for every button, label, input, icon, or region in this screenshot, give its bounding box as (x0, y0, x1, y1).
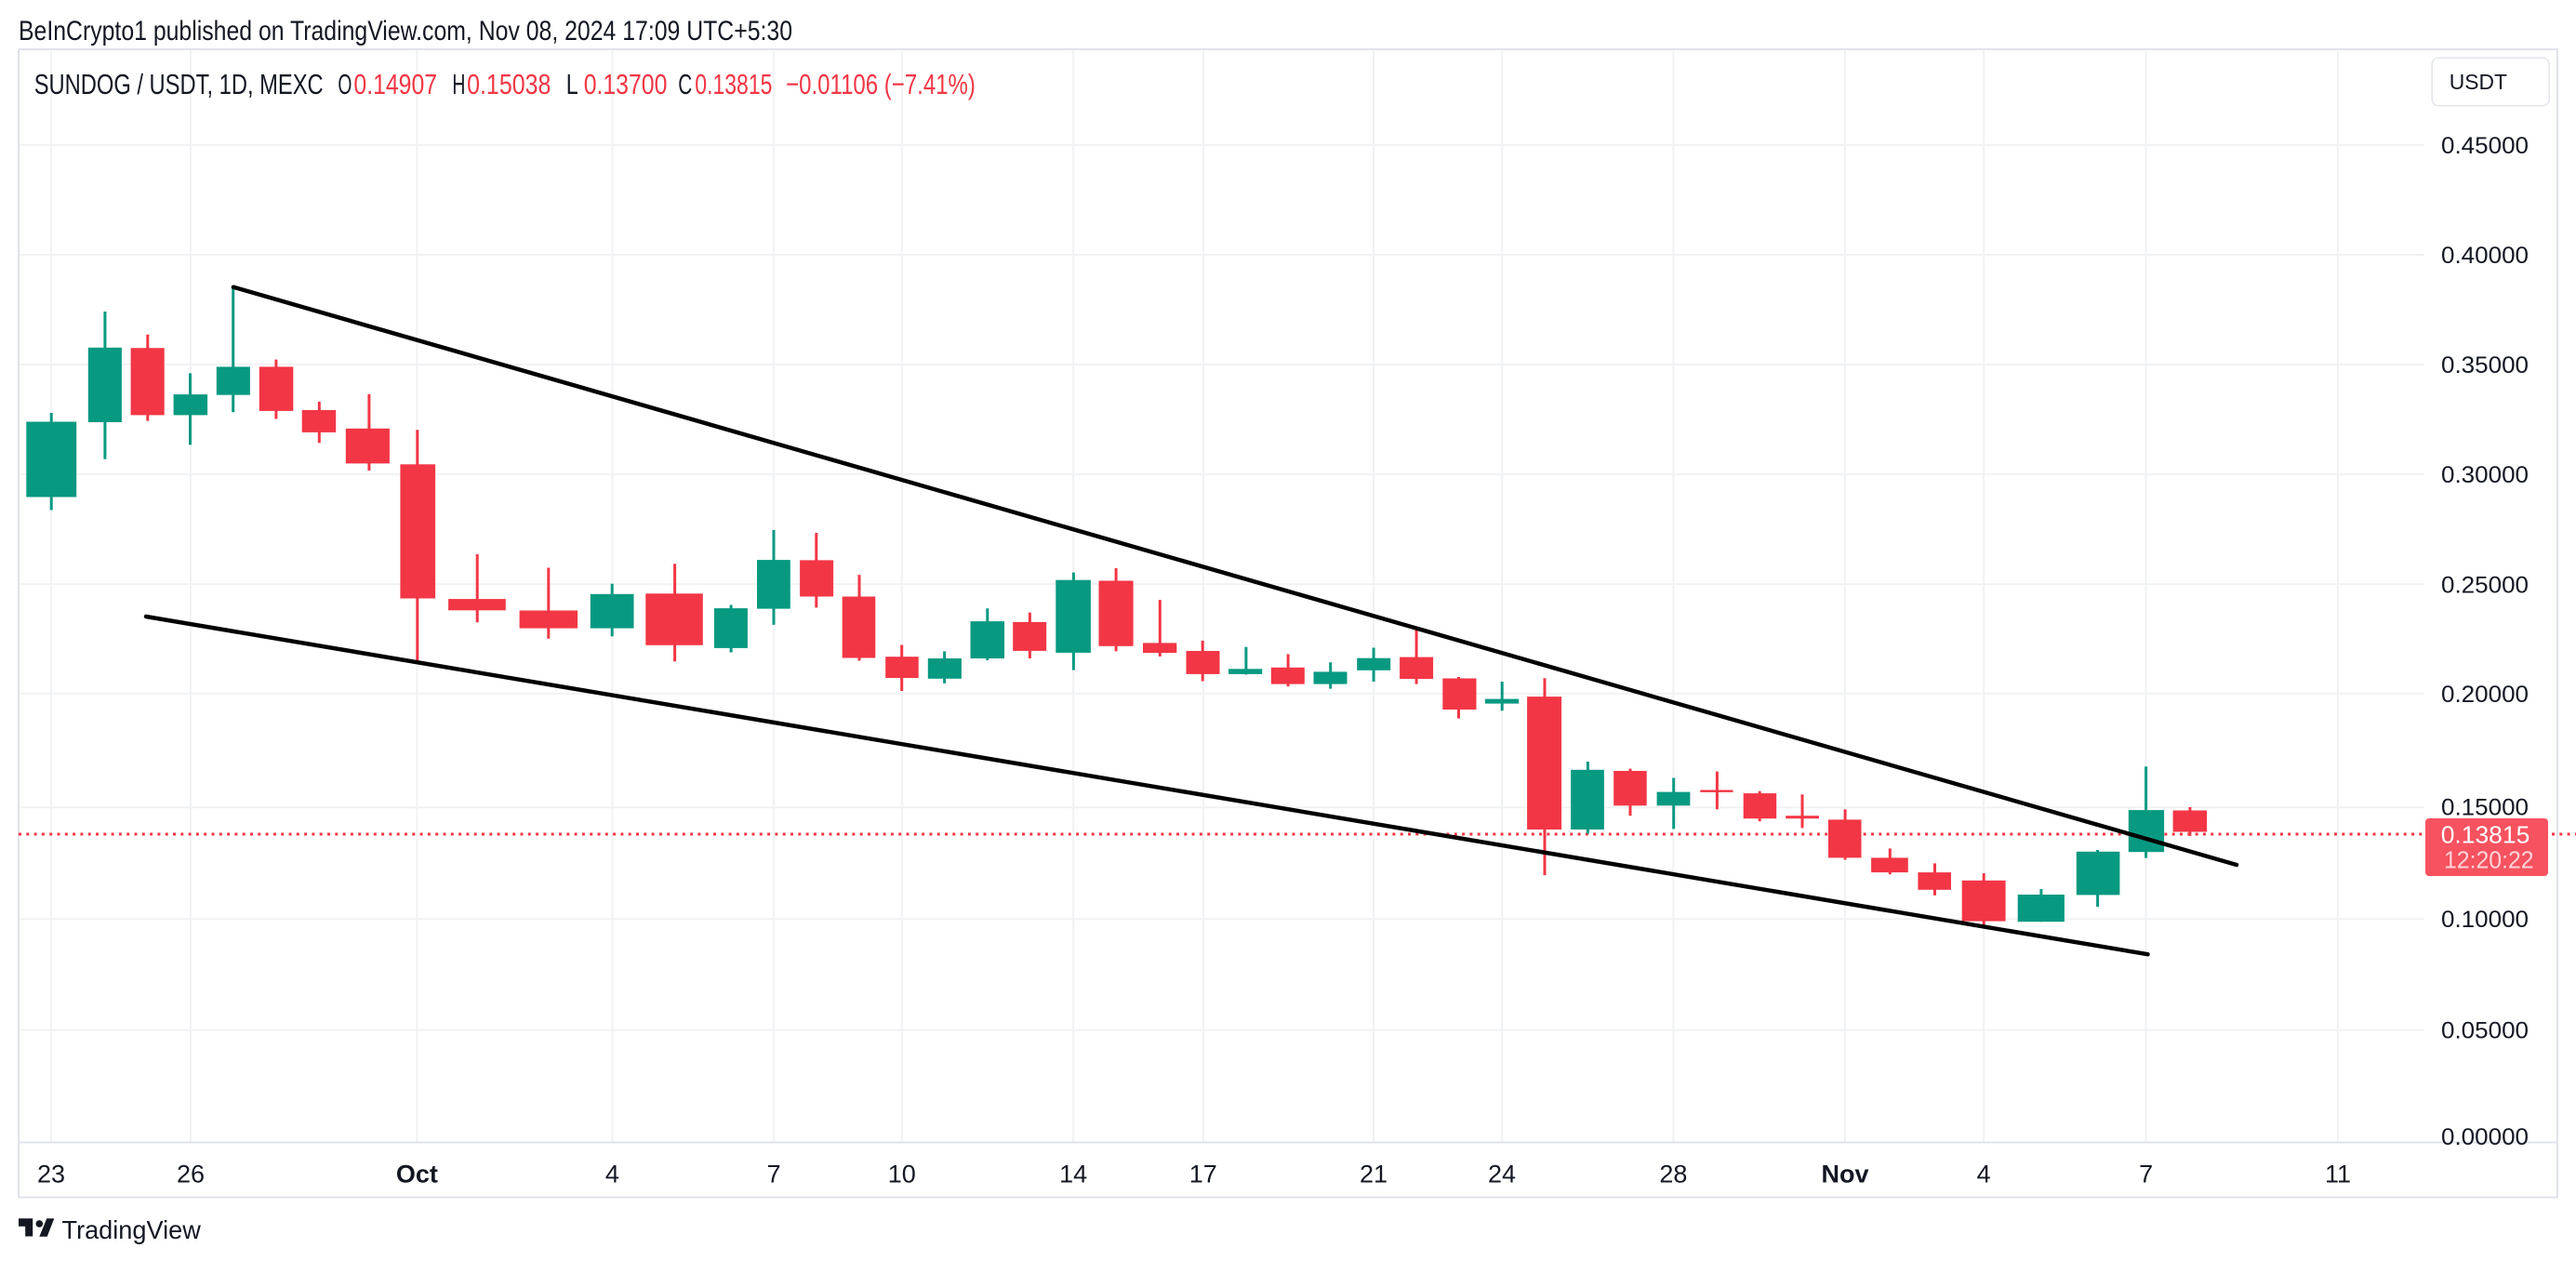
svg-text:28: 28 (1659, 1161, 1687, 1188)
svg-text:0.10000: 0.10000 (2441, 907, 2529, 933)
svg-text:C: C (678, 68, 692, 100)
svg-text:23: 23 (37, 1161, 65, 1188)
svg-text:0.15000: 0.15000 (2441, 795, 2529, 821)
svg-text:USDT: USDT (2450, 70, 2507, 94)
svg-text:24: 24 (1488, 1161, 1516, 1188)
svg-text:SUNDOG / USDT, 1D, MEXC: SUNDOG / USDT, 1D, MEXC (34, 68, 324, 100)
svg-text:TradingView: TradingView (62, 1215, 202, 1244)
svg-text:0.05000: 0.05000 (2441, 1018, 2529, 1044)
svg-text:7: 7 (2139, 1161, 2153, 1188)
svg-text:H: H (452, 68, 465, 100)
svg-text:11: 11 (2325, 1161, 2351, 1188)
svg-text:0.14907: 0.14907 (353, 68, 437, 100)
svg-text:0.30000: 0.30000 (2441, 462, 2529, 488)
svg-text:7: 7 (767, 1161, 781, 1188)
svg-text:14: 14 (1059, 1161, 1087, 1188)
svg-text:BeInCrypto1 published on Tradi: BeInCrypto1 published on TradingView.com… (19, 16, 792, 46)
svg-text:0.35000: 0.35000 (2441, 352, 2529, 378)
svg-text:O: O (338, 68, 352, 100)
svg-text:10: 10 (888, 1161, 916, 1188)
svg-text:−0.01106 (−7.41%): −0.01106 (−7.41%) (786, 68, 976, 100)
svg-text:0.13815: 0.13815 (2441, 821, 2530, 849)
svg-text:0.40000: 0.40000 (2441, 243, 2529, 269)
svg-text:0.13700: 0.13700 (584, 68, 668, 100)
svg-text:4: 4 (1977, 1161, 1991, 1188)
svg-text:21: 21 (1360, 1161, 1388, 1188)
svg-text:0.45000: 0.45000 (2441, 133, 2529, 159)
svg-text:0.00000: 0.00000 (2441, 1124, 2529, 1150)
svg-text:0.20000: 0.20000 (2441, 682, 2529, 708)
svg-text:17: 17 (1189, 1161, 1217, 1188)
svg-text:0.15038: 0.15038 (467, 68, 551, 100)
svg-text:26: 26 (177, 1161, 205, 1188)
svg-text:L: L (566, 68, 578, 100)
svg-text:0.25000: 0.25000 (2441, 572, 2529, 598)
svg-text:4: 4 (605, 1161, 619, 1188)
svg-text:Nov: Nov (1821, 1161, 1868, 1188)
svg-text:12:20:22: 12:20:22 (2444, 846, 2534, 874)
svg-text:Oct: Oct (396, 1161, 438, 1188)
svg-text:0.13815: 0.13815 (695, 68, 772, 100)
